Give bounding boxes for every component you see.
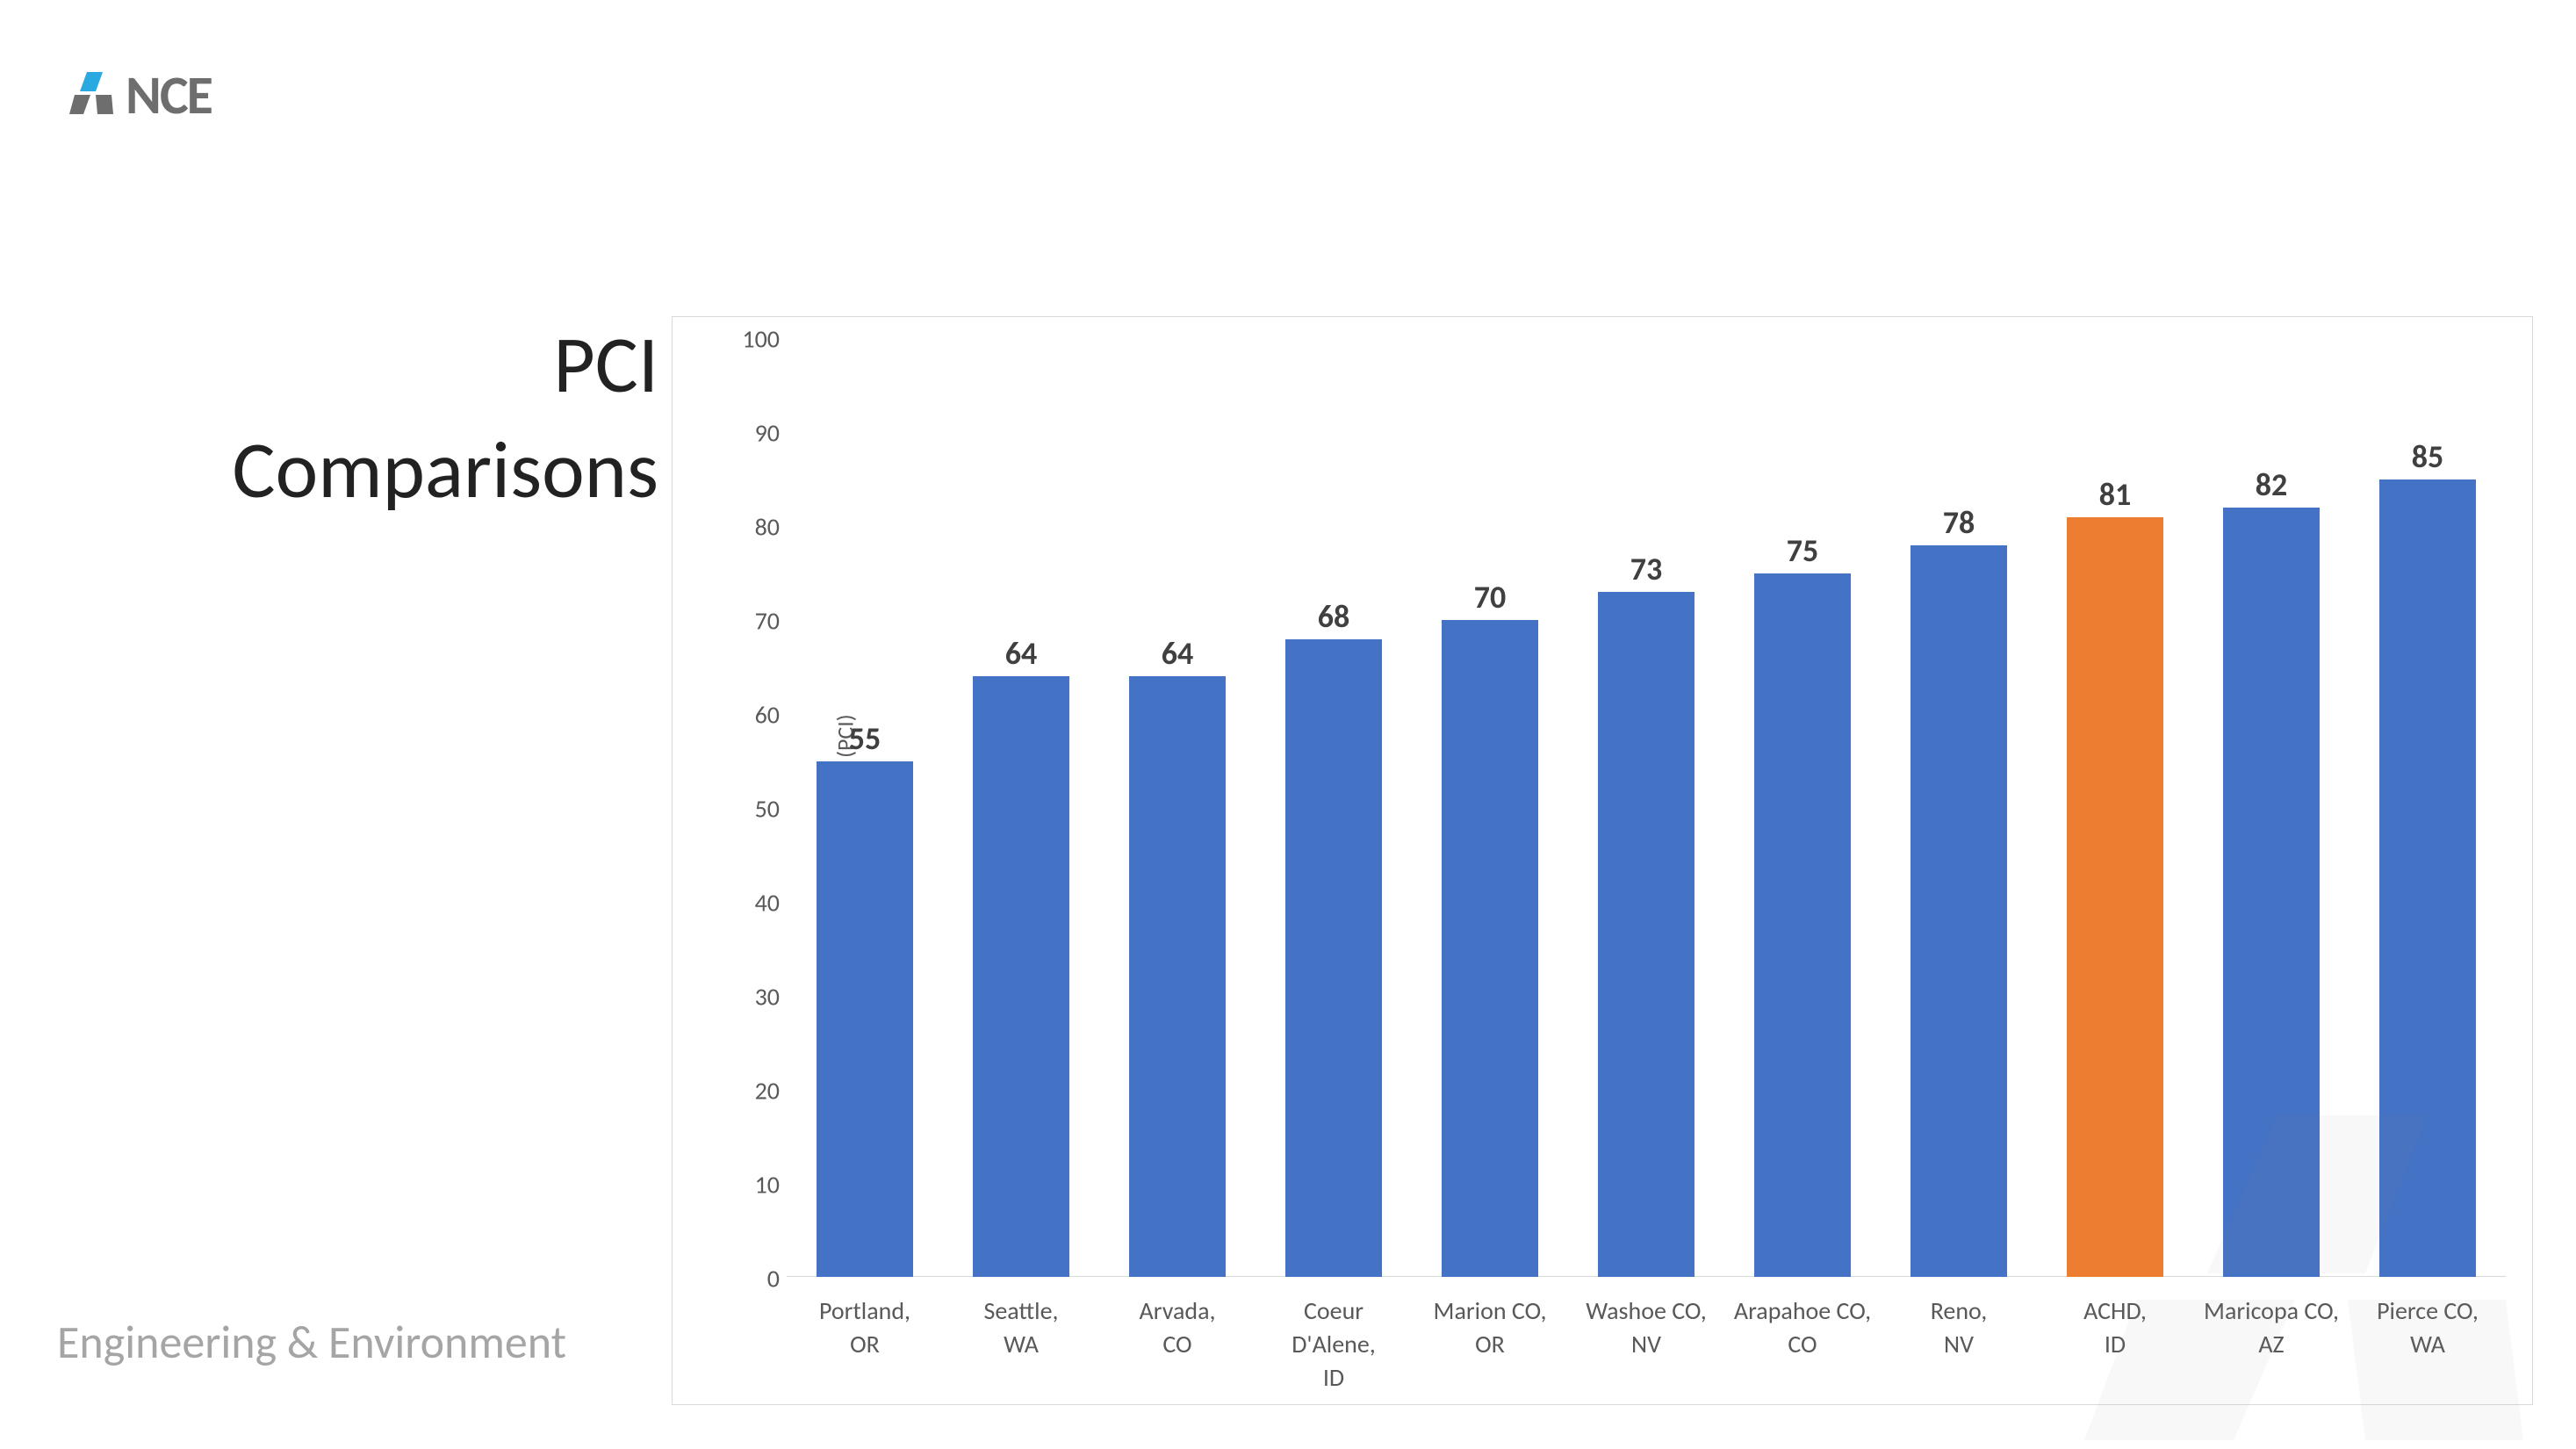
x-tick-label: Arvada,CO: [1099, 1286, 1256, 1404]
x-tick-label: Maricopa CO,AZ: [2193, 1286, 2349, 1404]
bar: [973, 676, 1069, 1277]
x-tick-label: Arapahoe CO,CO: [1724, 1286, 1881, 1404]
bar: [1285, 639, 1382, 1277]
bar: [1754, 573, 1851, 1277]
bar-slot: 73: [1568, 339, 1724, 1277]
bar-value-label: 73: [1630, 550, 1663, 588]
bar-slot: 75: [1724, 339, 1881, 1277]
bar: [2379, 479, 2476, 1277]
bar-value-label: 85: [2412, 437, 2444, 476]
bar-slot: 64: [943, 339, 1099, 1277]
y-tick-label: 90: [736, 418, 780, 449]
bar-slot: 78: [1881, 339, 2037, 1277]
logo-top-shape: [80, 72, 103, 91]
bar-slot: 70: [1412, 339, 1568, 1277]
bar-value-label: 81: [2099, 475, 2132, 514]
x-tick-label: Reno,NV: [1881, 1286, 2037, 1404]
y-tick-label: 40: [736, 888, 780, 919]
y-tick-label: 0: [736, 1264, 780, 1294]
bar-value-label: 78: [1943, 503, 1975, 542]
y-tick-label: 80: [736, 512, 780, 543]
bar: [2067, 517, 2163, 1277]
y-tick-label: 70: [736, 606, 780, 637]
bar: [1598, 592, 1695, 1277]
bar: [1129, 676, 1226, 1277]
y-tick-label: 100: [736, 324, 780, 355]
brand-logo: NCE: [66, 61, 212, 128]
x-tick-label: Seattle,WA: [943, 1286, 1099, 1404]
x-tick-label: Pierce CO,WA: [2349, 1286, 2506, 1404]
logo-bottomright-shape: [96, 95, 113, 114]
bar-value-label: 64: [1162, 634, 1194, 673]
bar-value-label: 64: [1005, 634, 1038, 673]
pci-bar-chart: Pavemenr Condition Index (PCI) 010203040…: [672, 316, 2533, 1405]
x-tick-label: ACHD,ID: [2037, 1286, 2193, 1404]
bar: [817, 761, 913, 1277]
bar: [2223, 508, 2320, 1277]
bar-slot: 55: [787, 339, 943, 1277]
plot-area: 55 64 64 68 70 73 75 78 81 82 85: [787, 339, 2506, 1277]
logo-bottomleft-shape: [69, 95, 90, 114]
nce-logo-icon: [66, 68, 119, 121]
bar-value-label: 55: [849, 719, 881, 758]
bar: [1442, 620, 1538, 1277]
bar-slot: 64: [1099, 339, 1256, 1277]
x-tick-label: Coeur D'Alene,ID: [1256, 1286, 1412, 1404]
bars-row: 55 64 64 68 70 73 75 78 81 82 85: [787, 339, 2506, 1277]
bar-slot: 81: [2037, 339, 2193, 1277]
x-axis-labels: Portland,ORSeattle,WAArvada,COCoeur D'Al…: [787, 1286, 2506, 1404]
x-tick-label: Marion CO,OR: [1412, 1286, 1568, 1404]
bar-value-label: 68: [1318, 597, 1350, 636]
title-line1: PCIComparisons: [233, 314, 658, 519]
footer-tagline: Engineering & Environment: [57, 1314, 566, 1370]
bar-value-label: 75: [1787, 531, 1819, 570]
x-tick-label: Washoe CO,NV: [1568, 1286, 1724, 1404]
slide-title: PCIComparisons: [79, 312, 658, 522]
bar-slot: 82: [2193, 339, 2349, 1277]
y-tick-label: 60: [736, 700, 780, 731]
bar-slot: 68: [1256, 339, 1412, 1277]
bar: [1910, 545, 2007, 1277]
bar-value-label: 82: [2256, 465, 2288, 504]
bar-value-label: 70: [1474, 578, 1507, 616]
bar-slot: 85: [2349, 339, 2506, 1277]
y-tick-label: 50: [736, 794, 780, 825]
y-tick-label: 10: [736, 1170, 780, 1200]
x-tick-label: Portland,OR: [787, 1286, 943, 1404]
logo-text: NCE: [126, 61, 212, 128]
y-tick-label: 20: [736, 1076, 780, 1107]
y-tick-label: 30: [736, 982, 780, 1013]
